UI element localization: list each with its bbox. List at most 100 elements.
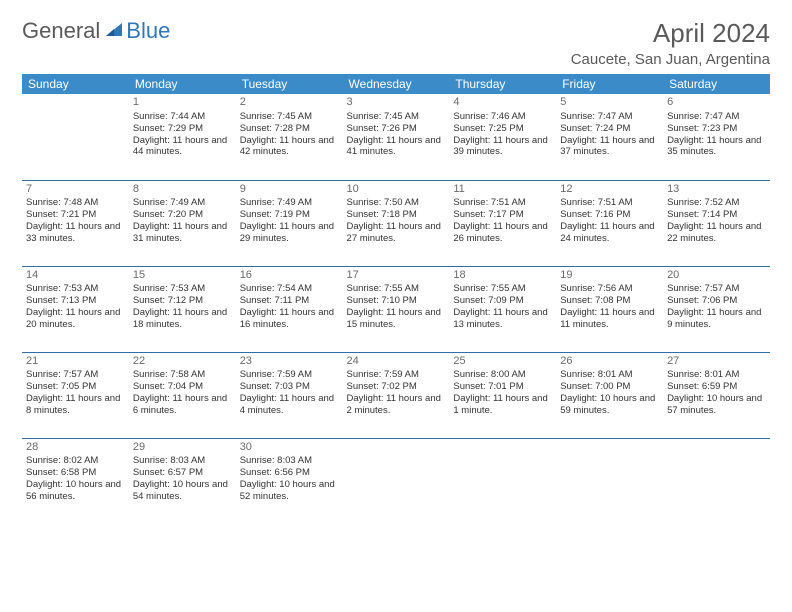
day-number: 8	[133, 183, 232, 197]
calendar-day-cell: 18Sunrise: 7:55 AMSunset: 7:09 PMDayligh…	[449, 266, 556, 352]
day-number: 16	[240, 269, 339, 283]
daylight-line: Daylight: 11 hours and 4 minutes.	[240, 393, 339, 417]
day-number: 12	[560, 183, 659, 197]
calendar-day-cell	[343, 438, 450, 524]
daylight-line: Daylight: 11 hours and 16 minutes.	[240, 307, 339, 331]
calendar-day-cell: 8Sunrise: 7:49 AMSunset: 7:20 PMDaylight…	[129, 180, 236, 266]
calendar-day-cell: 28Sunrise: 8:02 AMSunset: 6:58 PMDayligh…	[22, 438, 129, 524]
day-number: 7	[26, 183, 125, 197]
calendar-day-cell: 6Sunrise: 7:47 AMSunset: 7:23 PMDaylight…	[663, 94, 770, 180]
day-number: 24	[347, 355, 446, 369]
weekday-header: Thursday	[449, 74, 556, 94]
logo: General Blue	[22, 18, 170, 44]
day-number: 6	[667, 96, 766, 110]
sunset-line: Sunset: 6:56 PM	[240, 467, 339, 479]
day-number: 27	[667, 355, 766, 369]
sunrise-line: Sunrise: 7:54 AM	[240, 283, 339, 295]
day-number: 29	[133, 441, 232, 455]
sunset-line: Sunset: 7:01 PM	[453, 381, 552, 393]
sunset-line: Sunset: 7:28 PM	[240, 123, 339, 135]
daylight-line: Daylight: 11 hours and 22 minutes.	[667, 221, 766, 245]
day-number: 13	[667, 183, 766, 197]
calendar-day-cell: 9Sunrise: 7:49 AMSunset: 7:19 PMDaylight…	[236, 180, 343, 266]
sunrise-line: Sunrise: 7:47 AM	[667, 111, 766, 123]
sunrise-line: Sunrise: 7:53 AM	[26, 283, 125, 295]
sunset-line: Sunset: 7:00 PM	[560, 381, 659, 393]
daylight-line: Daylight: 11 hours and 20 minutes.	[26, 307, 125, 331]
calendar-day-cell: 14Sunrise: 7:53 AMSunset: 7:13 PMDayligh…	[22, 266, 129, 352]
calendar-day-cell	[22, 94, 129, 180]
weekday-row: SundayMondayTuesdayWednesdayThursdayFrid…	[22, 74, 770, 94]
daylight-line: Daylight: 11 hours and 41 minutes.	[347, 135, 446, 159]
daylight-line: Daylight: 11 hours and 27 minutes.	[347, 221, 446, 245]
calendar-day-cell: 11Sunrise: 7:51 AMSunset: 7:17 PMDayligh…	[449, 180, 556, 266]
daylight-line: Daylight: 11 hours and 13 minutes.	[453, 307, 552, 331]
sunset-line: Sunset: 7:21 PM	[26, 209, 125, 221]
sunset-line: Sunset: 7:23 PM	[667, 123, 766, 135]
daylight-line: Daylight: 11 hours and 26 minutes.	[453, 221, 552, 245]
calendar-day-cell: 24Sunrise: 7:59 AMSunset: 7:02 PMDayligh…	[343, 352, 450, 438]
sunrise-line: Sunrise: 7:57 AM	[667, 283, 766, 295]
calendar-day-cell: 29Sunrise: 8:03 AMSunset: 6:57 PMDayligh…	[129, 438, 236, 524]
day-number: 1	[133, 96, 232, 110]
calendar-day-cell: 2Sunrise: 7:45 AMSunset: 7:28 PMDaylight…	[236, 94, 343, 180]
calendar-day-cell	[556, 438, 663, 524]
month-title: April 2024	[571, 18, 770, 49]
daylight-line: Daylight: 11 hours and 24 minutes.	[560, 221, 659, 245]
calendar-day-cell: 20Sunrise: 7:57 AMSunset: 7:06 PMDayligh…	[663, 266, 770, 352]
calendar-day-cell: 13Sunrise: 7:52 AMSunset: 7:14 PMDayligh…	[663, 180, 770, 266]
day-number: 21	[26, 355, 125, 369]
daylight-line: Daylight: 10 hours and 59 minutes.	[560, 393, 659, 417]
calendar-day-cell: 27Sunrise: 8:01 AMSunset: 6:59 PMDayligh…	[663, 352, 770, 438]
weekday-header: Friday	[556, 74, 663, 94]
sunset-line: Sunset: 7:14 PM	[667, 209, 766, 221]
calendar-day-cell: 30Sunrise: 8:03 AMSunset: 6:56 PMDayligh…	[236, 438, 343, 524]
calendar-week-row: 1Sunrise: 7:44 AMSunset: 7:29 PMDaylight…	[22, 94, 770, 180]
calendar-day-cell: 12Sunrise: 7:51 AMSunset: 7:16 PMDayligh…	[556, 180, 663, 266]
day-number: 11	[453, 183, 552, 197]
daylight-line: Daylight: 11 hours and 2 minutes.	[347, 393, 446, 417]
sunset-line: Sunset: 7:05 PM	[26, 381, 125, 393]
day-number: 9	[240, 183, 339, 197]
sunset-line: Sunset: 6:59 PM	[667, 381, 766, 393]
sunrise-line: Sunrise: 7:58 AM	[133, 369, 232, 381]
sunset-line: Sunset: 7:17 PM	[453, 209, 552, 221]
calendar-day-cell: 19Sunrise: 7:56 AMSunset: 7:08 PMDayligh…	[556, 266, 663, 352]
calendar-day-cell: 5Sunrise: 7:47 AMSunset: 7:24 PMDaylight…	[556, 94, 663, 180]
day-number: 3	[347, 96, 446, 110]
daylight-line: Daylight: 11 hours and 39 minutes.	[453, 135, 552, 159]
sunrise-line: Sunrise: 7:55 AM	[347, 283, 446, 295]
calendar-week-row: 7Sunrise: 7:48 AMSunset: 7:21 PMDaylight…	[22, 180, 770, 266]
sunrise-line: Sunrise: 8:01 AM	[560, 369, 659, 381]
calendar-table: SundayMondayTuesdayWednesdayThursdayFrid…	[22, 74, 770, 524]
sunset-line: Sunset: 7:02 PM	[347, 381, 446, 393]
daylight-line: Daylight: 11 hours and 8 minutes.	[26, 393, 125, 417]
sunset-line: Sunset: 7:16 PM	[560, 209, 659, 221]
day-number: 23	[240, 355, 339, 369]
sunset-line: Sunset: 7:18 PM	[347, 209, 446, 221]
calendar-day-cell: 17Sunrise: 7:55 AMSunset: 7:10 PMDayligh…	[343, 266, 450, 352]
day-number: 4	[453, 96, 552, 110]
calendar-head: SundayMondayTuesdayWednesdayThursdayFrid…	[22, 74, 770, 94]
daylight-line: Daylight: 11 hours and 37 minutes.	[560, 135, 659, 159]
sunrise-line: Sunrise: 7:59 AM	[240, 369, 339, 381]
sunrise-line: Sunrise: 7:47 AM	[560, 111, 659, 123]
topbar: General Blue April 2024 Caucete, San Jua…	[22, 18, 770, 68]
calendar-day-cell: 26Sunrise: 8:01 AMSunset: 7:00 PMDayligh…	[556, 352, 663, 438]
sunrise-line: Sunrise: 7:55 AM	[453, 283, 552, 295]
day-number: 28	[26, 441, 125, 455]
sunset-line: Sunset: 7:03 PM	[240, 381, 339, 393]
logo-sail-icon	[104, 21, 124, 39]
sunset-line: Sunset: 7:25 PM	[453, 123, 552, 135]
sunset-line: Sunset: 7:12 PM	[133, 295, 232, 307]
sunset-line: Sunset: 7:10 PM	[347, 295, 446, 307]
daylight-line: Daylight: 11 hours and 31 minutes.	[133, 221, 232, 245]
sunset-line: Sunset: 7:08 PM	[560, 295, 659, 307]
weekday-header: Sunday	[22, 74, 129, 94]
day-number: 2	[240, 96, 339, 110]
day-number: 25	[453, 355, 552, 369]
sunrise-line: Sunrise: 8:01 AM	[667, 369, 766, 381]
day-number: 19	[560, 269, 659, 283]
sunset-line: Sunset: 6:58 PM	[26, 467, 125, 479]
daylight-line: Daylight: 10 hours and 56 minutes.	[26, 479, 125, 503]
